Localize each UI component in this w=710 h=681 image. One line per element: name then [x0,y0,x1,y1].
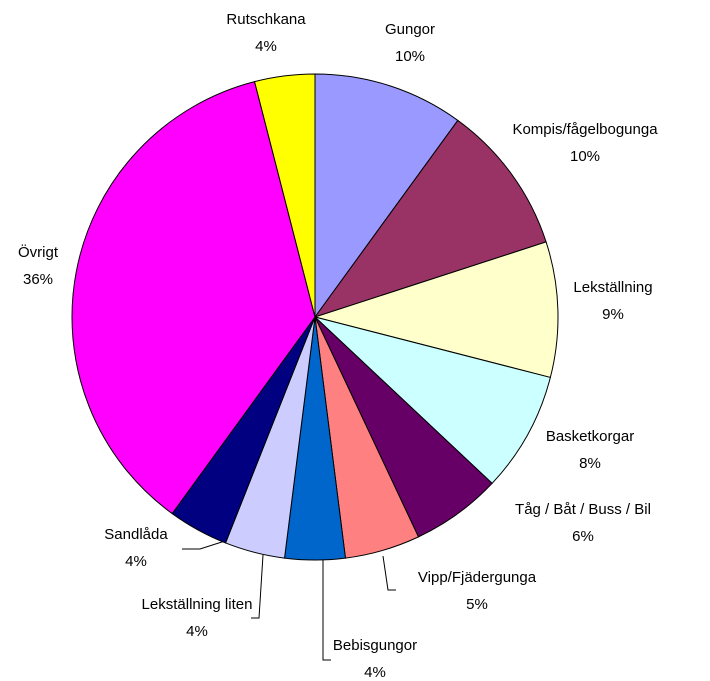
slice-label: Vipp/Fjädergunga [418,569,537,586]
slice-label: Bebisgungor [333,637,417,654]
slice-value-label: 4% [125,553,147,570]
pie-slice [253,73,316,318]
slice-value-label: 8% [579,455,601,472]
slice-label: Rutschkana [226,11,306,28]
leader-line [322,560,331,661]
pie-slice [314,316,551,485]
slice-value-label: 6% [572,528,594,545]
slice-label: Kompis/fågelbogunga [512,121,658,138]
slice-label: Gungor [385,21,435,38]
slice-value-label: 10% [395,48,425,65]
slice-label: Lekställning [573,279,652,296]
pie-slice [313,119,547,318]
slice-value-label: 4% [255,38,277,55]
slice-label: Övrigt [18,243,59,261]
slice-label: Lekställning liten [142,596,253,613]
slice-value-label: 9% [602,306,624,323]
slice-label: Basketkorgar [546,428,634,445]
slice-label: Sandlåda [104,526,168,543]
slice-label: Tåg / Båt / Buss / Bil [515,501,651,518]
pie-slice [71,81,316,515]
leader-line [382,555,396,591]
slice-value-label: 4% [186,623,208,640]
slice-value-label: 10% [570,148,600,165]
pie-slice [314,73,459,319]
slice-value-label: 36% [23,271,53,288]
leader-line [251,554,264,619]
slice-value-label: 4% [364,664,386,681]
leader-line [182,539,229,550]
pie-slice [313,241,559,379]
slice-value-label: 5% [466,596,488,613]
